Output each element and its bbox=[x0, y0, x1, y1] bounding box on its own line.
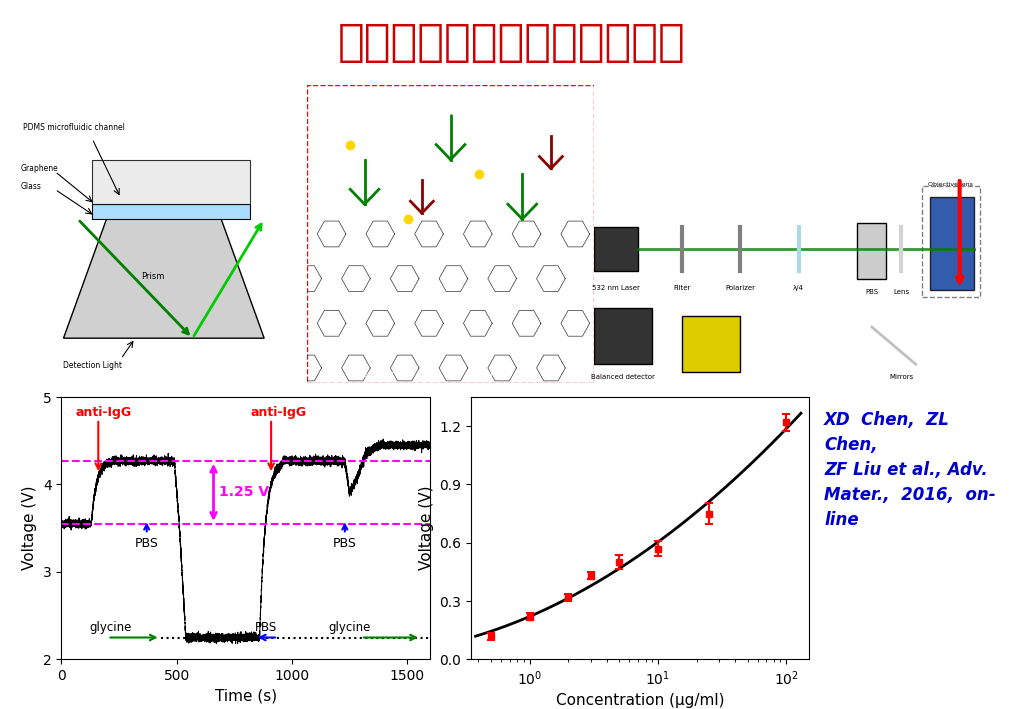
Text: glycine: glycine bbox=[89, 621, 131, 635]
Text: Balanced detector: Balanced detector bbox=[591, 374, 655, 380]
Text: PBS: PBS bbox=[333, 525, 356, 550]
Bar bbox=[931, 197, 974, 290]
Bar bbox=[922, 186, 980, 297]
Text: Prism: Prism bbox=[141, 272, 164, 281]
Text: Graphene: Graphene bbox=[20, 164, 58, 174]
Text: Objective lens: Objective lens bbox=[929, 182, 973, 186]
X-axis label: Concentration (μg/ml): Concentration (μg/ml) bbox=[556, 693, 724, 708]
Text: antibody: antibody bbox=[360, 388, 397, 397]
Text: PDMS microfluidic channel: PDMS microfluidic channel bbox=[24, 123, 125, 132]
Bar bbox=[92, 160, 250, 204]
Bar bbox=[92, 204, 250, 219]
Text: Glass: Glass bbox=[20, 182, 41, 191]
Text: Polarizer: Polarizer bbox=[725, 285, 756, 291]
Polygon shape bbox=[63, 219, 264, 338]
Bar bbox=[857, 223, 887, 279]
Y-axis label: Voltage (V): Voltage (V) bbox=[419, 486, 434, 571]
Bar bbox=[594, 308, 652, 364]
Text: anti-IgG: anti-IgG bbox=[250, 406, 306, 419]
Text: 532 nm Laser: 532 nm Laser bbox=[592, 285, 640, 291]
Text: Lens: Lens bbox=[893, 289, 909, 294]
Text: PBS: PBS bbox=[255, 621, 278, 635]
Bar bbox=[682, 316, 740, 372]
Text: Mirrors: Mirrors bbox=[889, 374, 913, 380]
Text: Filter: Filter bbox=[673, 285, 690, 291]
Bar bbox=[594, 227, 638, 271]
Text: Antigen: Antigen bbox=[477, 370, 510, 379]
Text: 1.25 V: 1.25 V bbox=[219, 486, 269, 499]
Text: Specific: Specific bbox=[362, 370, 395, 379]
Text: 超级石墨烯玻璃与生物传感器: 超级石墨烯玻璃与生物传感器 bbox=[338, 21, 686, 65]
Text: Detection Light: Detection Light bbox=[63, 361, 123, 370]
Text: Non-specific: Non-specific bbox=[439, 93, 490, 102]
Y-axis label: Voltage (V): Voltage (V) bbox=[23, 486, 38, 571]
Text: λ/4: λ/4 bbox=[794, 285, 804, 291]
Text: XD  Chen,  ZL
Chen,
ZF Liu et al., Adv.
Mater.,  2016,  on-
line: XD Chen, ZL Chen, ZF Liu et al., Adv. Ma… bbox=[824, 411, 996, 529]
Text: anti-IgG: anti-IgG bbox=[76, 406, 131, 419]
Text: PBS: PBS bbox=[135, 525, 159, 550]
Text: antibody: antibody bbox=[446, 108, 483, 117]
X-axis label: Time (s): Time (s) bbox=[215, 688, 276, 703]
Text: glycine: glycine bbox=[329, 621, 371, 635]
Text: PBS: PBS bbox=[865, 289, 879, 294]
